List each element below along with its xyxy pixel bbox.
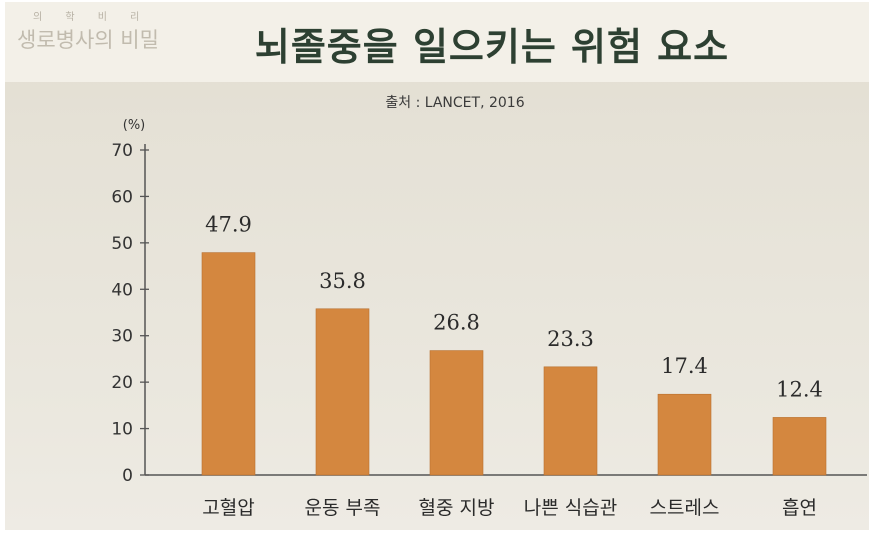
bar-value-label: 35.8 (319, 269, 366, 293)
y-tick-label: 70 (111, 141, 133, 161)
y-tick-label: 50 (111, 234, 133, 254)
bar (543, 366, 598, 476)
y-tick-label: 40 (111, 280, 133, 300)
bar (657, 393, 712, 476)
logo-text: 생로병사의 비밀 (17, 28, 159, 52)
y-tick-label: 60 (111, 187, 133, 207)
y-tick-label: 10 (111, 420, 133, 440)
bar (201, 252, 256, 476)
bar-value-label: 12.4 (776, 377, 823, 401)
x-category-label: 나쁜 식습관 (524, 497, 617, 519)
x-category-label: 혈중 지방 (419, 497, 495, 519)
y-tick-label: 0 (122, 466, 133, 486)
bar-value-label: 17.4 (661, 354, 708, 378)
chart-source: 출처 : LANCET, 2016 (385, 95, 525, 111)
bar-value-label: 23.3 (547, 327, 594, 351)
bar (429, 350, 484, 476)
header-band: 의 학 비 리 생로병사의 비밀 뇌졸중을 일으키는 위험 요소 (5, 2, 869, 82)
bar (315, 308, 370, 476)
bar (772, 417, 827, 476)
bar-value-label: 47.9 (205, 213, 252, 237)
page-title: 뇌졸중을 일으키는 위험 요소 (254, 25, 730, 69)
slide-frame: 의 학 비 리 생로병사의 비밀 뇌졸중을 일으키는 위험 요소 출처 : LA… (5, 2, 869, 530)
bar-value-label: 26.8 (433, 311, 480, 335)
x-category-label: 흡연 (782, 497, 817, 519)
y-tick-label: 30 (111, 327, 133, 347)
logo-small-text: 의 학 비 리 (33, 12, 150, 23)
x-category-label: 고혈압 (202, 497, 254, 519)
y-axis-label: (%) (123, 118, 146, 133)
bar-chart: 0 10 20 30 40 50 60 70 (%) 47.9 고혈압 35.8 운동 부족 26.8 혈중… (111, 118, 867, 519)
y-tick-label: 20 (111, 373, 133, 393)
x-category-label: 운동 부족 (305, 497, 381, 519)
x-category-label: 스트레스 (650, 497, 720, 519)
program-logo: 의 학 비 리 생로병사의 비밀 (13, 6, 193, 62)
